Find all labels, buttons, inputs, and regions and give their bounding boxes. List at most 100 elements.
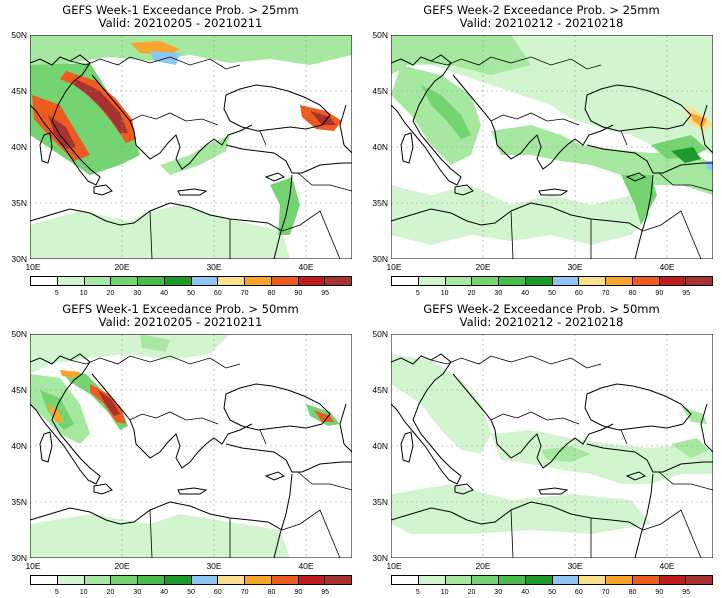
colorbar-label: 5 [54, 589, 59, 596]
colorbar-swatch [606, 277, 633, 285]
colorbar-label: 30 [494, 589, 503, 596]
colorbar-label: 80 [628, 290, 637, 297]
colorbar-swatch [392, 576, 419, 584]
colorbar-label: 90 [655, 290, 664, 297]
lat-label: 30N [11, 254, 27, 264]
colorbar-swatch [472, 277, 499, 285]
colorbar-label: 60 [213, 589, 222, 596]
lat-label: 30N [372, 553, 388, 563]
colorbar-label: 60 [213, 290, 222, 297]
colorbar-label: 5 [54, 290, 59, 297]
colorbar-label: 10 [79, 290, 88, 297]
lat-label: 35N [372, 497, 388, 507]
colorbar-swatch [138, 277, 165, 285]
colorbar-swatch [445, 277, 473, 285]
colorbar-label: 70 [601, 589, 610, 596]
colorbar-swatch [271, 277, 299, 285]
lat-label: 30N [372, 254, 388, 264]
colorbar-label: 80 [267, 290, 276, 297]
lat-label: 45N [11, 86, 27, 96]
panel-week1-50mm: GEFS Week-1 Exceedance Prob. > 50mm Vali… [0, 299, 361, 598]
lon-label: 30E [567, 262, 583, 272]
colorbar-swatch [31, 576, 58, 584]
colorbar-swatch [111, 576, 138, 584]
colorbar-label: 90 [294, 290, 303, 297]
colorbar-label: 50 [548, 589, 556, 596]
panel-week1-25mm: GEFS Week-1 Exceedance Prob. > 25mm Vali… [0, 0, 361, 299]
colorbar-swatch [472, 576, 499, 584]
lon-label: 20E [114, 262, 130, 272]
colorbar-swatch [325, 277, 351, 285]
colorbar-swatch [298, 576, 326, 584]
colorbar-swatch [57, 576, 85, 584]
colorbar-swatch [499, 576, 526, 584]
colorbar-label: 50 [187, 290, 195, 297]
lon-label: 40E [298, 262, 314, 272]
colorbar-swatch [659, 576, 687, 584]
colorbar-swatch [552, 576, 580, 584]
panel-valid-dates: Valid: 20210205 - 20210211 [98, 16, 263, 30]
colorbar-label: 5 [415, 290, 420, 297]
lon-label: 10E [25, 561, 41, 571]
colorbar-label: 60 [574, 589, 583, 596]
colorbar-swatch [418, 277, 446, 285]
panel-title: GEFS Week-2 Exceedance Prob. > 50mm [423, 302, 660, 316]
lon-label: 10E [386, 561, 402, 571]
colorbar-label: 50 [187, 589, 195, 596]
probability-map [391, 35, 713, 259]
colorbar-label: 50 [548, 290, 556, 297]
lat-label: 35N [11, 198, 27, 208]
colorbar-swatch [499, 277, 526, 285]
lat-label: 45N [372, 86, 388, 96]
colorbar-label: 20 [106, 290, 115, 297]
colorbar-label: 40 [160, 290, 169, 297]
lon-label: 30E [567, 561, 583, 571]
colorbar-label: 30 [133, 589, 142, 596]
colorbar-swatch [111, 277, 138, 285]
lat-label: 45N [372, 385, 388, 395]
colorbar-swatch [579, 576, 606, 584]
colorbar-label: 70 [601, 290, 610, 297]
colorbar-label: 90 [655, 589, 664, 596]
colorbar-swatch [659, 277, 687, 285]
colorbar-swatch [191, 277, 219, 285]
lat-label: 30N [11, 553, 27, 563]
colorbar [391, 575, 713, 585]
lat-label: 50N [372, 329, 388, 339]
lat-label: 50N [11, 329, 27, 339]
panel-title: GEFS Week-1 Exceedance Prob. > 50mm [62, 302, 299, 316]
lon-label: 20E [475, 561, 491, 571]
panel-valid-dates: Valid: 20210212 - 20210218 [459, 315, 624, 329]
colorbar-label: 70 [240, 290, 249, 297]
lat-label: 50N [11, 30, 27, 40]
lat-label: 40N [11, 142, 27, 152]
panel-valid-dates: Valid: 20210212 - 20210218 [459, 16, 624, 30]
lon-label: 20E [475, 262, 491, 272]
lat-label: 40N [372, 441, 388, 451]
lon-label: 30E [206, 561, 222, 571]
probability-map [391, 334, 713, 558]
colorbar-swatch [164, 576, 192, 584]
colorbar-label: 40 [160, 589, 169, 596]
colorbar-label: 30 [494, 290, 503, 297]
colorbar-swatch [138, 576, 165, 584]
panel-title: GEFS Week-1 Exceedance Prob. > 25mm [62, 3, 299, 17]
colorbar [30, 276, 352, 286]
colorbar-label: 40 [521, 290, 530, 297]
lat-label: 35N [11, 497, 27, 507]
colorbar-swatch [218, 277, 245, 285]
colorbar-label: 95 [682, 589, 691, 596]
colorbar-swatch [84, 576, 112, 584]
colorbar-swatch [445, 576, 473, 584]
colorbar-swatch [525, 277, 553, 285]
lat-label: 40N [372, 142, 388, 152]
colorbar-swatch [686, 277, 712, 285]
lat-label: 35N [372, 198, 388, 208]
lon-label: 40E [298, 561, 314, 571]
colorbar-swatch [191, 576, 219, 584]
colorbar-swatch [245, 576, 272, 584]
lon-label: 40E [659, 262, 675, 272]
colorbar-swatch [271, 576, 299, 584]
colorbar-swatch [632, 576, 660, 584]
colorbar-swatch [325, 576, 351, 584]
